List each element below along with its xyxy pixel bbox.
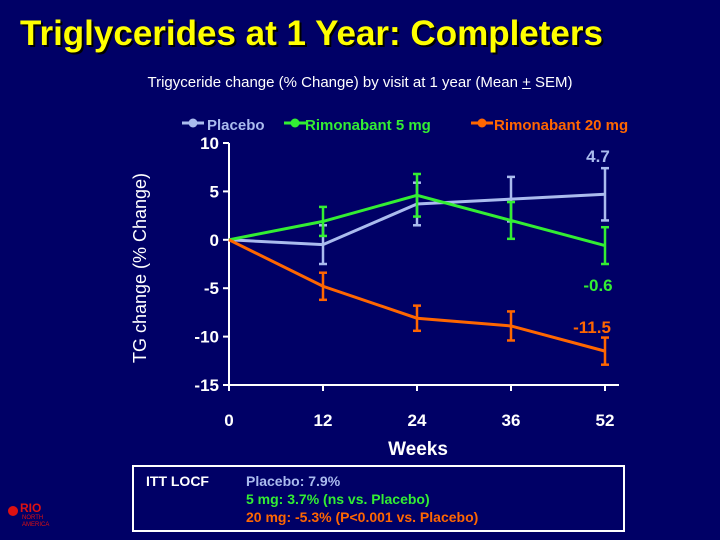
legend-label-2: Rimonabant 20 mg (494, 117, 628, 134)
y-tick-label: 5 (210, 182, 219, 201)
footnote-label: ITT LOCF (146, 473, 209, 489)
chart-subtitle: Trigyceride change (% Change) by visit a… (0, 74, 720, 91)
subtitle-end: SEM) (530, 74, 573, 91)
footnote-20mg: 20 mg: -5.3% (P<0.001 vs. Placebo) (246, 509, 479, 525)
footnote-placebo: Placebo: 7.9% (246, 473, 341, 489)
logo-rio-text: RIO (20, 501, 42, 515)
x-tick-label: 12 (314, 411, 333, 430)
legend-label-1: Rimonabant 5 mg (305, 117, 431, 134)
legend-marker-2 (477, 118, 487, 128)
legend-marker-1 (290, 118, 300, 128)
y-tick-label: 0 (210, 231, 219, 250)
y-tick-label: -15 (194, 376, 219, 395)
end-value-label-0: 4.7 (586, 147, 610, 166)
x-axis-label: Weeks (388, 439, 448, 460)
y-tick-label: 10 (200, 134, 219, 153)
y-tick-label: -10 (194, 328, 219, 347)
y-axis-label: TG change (% Change) (130, 173, 150, 363)
legend-label-0: Placebo (207, 117, 265, 134)
slide-title: Triglycerides at 1 Year: Completers (20, 14, 603, 53)
y-tick-label: -5 (204, 279, 219, 298)
x-tick-label: 24 (408, 411, 427, 430)
itt-locf-footnote-box: ITT LOCF Placebo: 7.9% 5 mg: 3.7% (ns vs… (132, 465, 625, 532)
logo-america-text: AMERICA (22, 522, 50, 528)
footnote-5mg: 5 mg: 3.7% (ns vs. Placebo) (246, 491, 430, 507)
logo-north-text: NORTH (22, 515, 44, 521)
rio-logo: RIO NORTH AMERICA (4, 496, 64, 536)
x-tick-label: 36 (502, 411, 521, 430)
end-value-label-1: -0.6 (583, 276, 612, 295)
logo-dot-icon (8, 506, 18, 516)
subtitle-plus-minus: + (522, 74, 531, 91)
subtitle-main: Trigyceride change (% Change) by visit a… (147, 74, 523, 91)
x-tick-label: 52 (596, 411, 615, 430)
legend-marker-0 (188, 118, 198, 128)
x-tick-label: 0 (224, 411, 233, 430)
end-value-label-2: -11.5 (573, 318, 611, 337)
series-line-2 (228, 238, 606, 353)
